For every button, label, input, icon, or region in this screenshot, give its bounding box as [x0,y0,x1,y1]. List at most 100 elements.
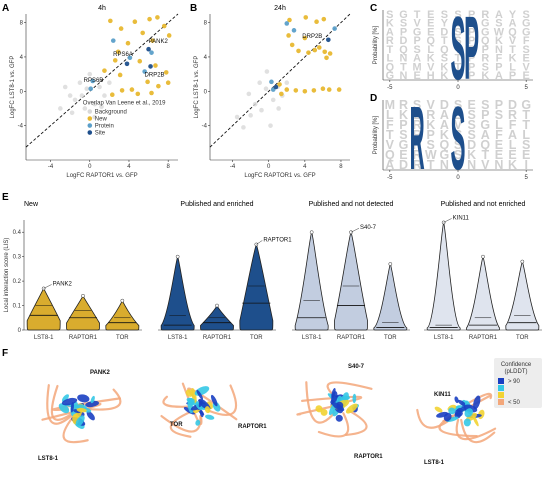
violin-group-title: Published and not enriched [441,201,526,208]
logo-background-letter: K [427,53,435,65]
violin-group-title: Published and enriched [180,201,253,208]
logo-background-letter: E [523,70,530,82]
structure-helix [76,407,87,413]
data-point-background [102,93,107,98]
logo-background-letter: P [399,118,407,132]
violin-max-point [481,254,485,259]
structure-helix [73,404,80,409]
structure-helix [454,396,459,404]
logo-background-letter: A [509,18,517,30]
logo-background-letter: F [523,35,530,47]
confidence-swatch [498,399,504,405]
data-point-new [326,87,332,92]
logo-background-letter: D [440,26,448,38]
structure-helix [456,407,465,413]
logo-background-letter: S [454,138,462,152]
data-point-background [72,97,78,103]
logo-background-letter: E [495,148,503,162]
confidence-swatch [498,385,504,391]
violin-max-point [520,259,525,264]
logo-background-letter: S [467,128,475,142]
structure-loop [160,414,202,433]
violin-category-label: LST8-1 [168,335,188,341]
structure-loop [62,415,89,444]
logo-background-letter: E [399,148,407,162]
data-point-new [306,50,311,55]
logo-highlight-letter: R [410,88,425,188]
violin-category-label: TOR [384,335,397,341]
logo-background-letter: Q [439,138,449,152]
logo-background-letter: Y [509,9,517,21]
logo-background-letter: K [481,70,489,82]
data-point-background [77,80,83,86]
data-point-protein [90,78,95,84]
structure-loop [460,418,496,444]
violin-body [505,260,540,331]
logo-background-letter: L [522,128,530,142]
violin-y-tick-label: 0.3 [13,255,22,261]
data-point-new [155,15,160,20]
confidence-legend-title: Confidence [501,362,532,368]
logo-background-letter: T [522,108,530,122]
structure-helix [75,415,85,427]
data-point-protein [127,55,133,61]
data-point-site [326,37,331,43]
scatter-panel-b: 24h -4 0 4 8 -4 0 4 8 LogFC RAPTOR1 vs. GFP LogFC … [194,5,351,179]
data-point-new [293,88,299,93]
y-tick-label: 0 [20,89,24,95]
legend-swatch [87,116,93,121]
data-point-new [119,88,125,93]
logo-tick-label: -5 [387,85,393,91]
logo-background-letter: F [386,118,394,132]
logo-background-letter: D [399,158,408,172]
structure-helix [345,403,358,414]
logo-background-letter: T [427,158,435,172]
logo-background-letter: P [468,18,475,30]
structure-kin11-icon [416,392,497,444]
data-point-protein [291,28,297,33]
logo-background-letter: A [440,118,449,132]
data-point-new [163,70,169,75]
logo-background-letter: P [468,70,475,82]
logo-background-letter: N [440,158,449,172]
logo-background-letter: K [440,61,448,73]
violin-category-label: LST8-1 [302,335,322,341]
structure-loop [86,388,122,411]
logo-background-letter: R [413,148,422,162]
diagonal-line [25,13,179,148]
violin-callout-label: RAPTOR1 [263,237,292,243]
logo-background-letter: P [495,61,502,73]
logo-background-letter: A [385,158,394,172]
violin-body [334,231,368,331]
data-point-background [92,114,97,120]
logo-background-letter: Q [440,44,449,56]
logo-background-letter: S [522,138,530,152]
logo-background-letter: Q [386,61,395,73]
logo-background-letter: F [496,53,503,65]
structure-helix [195,402,202,411]
logo-background-letter: V [454,118,463,132]
violin-body [26,287,61,331]
logo-background-letter: G [439,148,449,162]
logo-background-letter: P [509,70,516,82]
logo-background-letter: P [468,44,475,56]
logo-background-letter: E [523,53,530,65]
confidence-legend-box [494,358,542,408]
structure-loop [345,408,368,437]
logo-background-letter: T [522,118,530,132]
violin-category-label: TOR [516,335,529,341]
logo-background-letter: R [481,9,489,21]
x-tick-label: 8 [339,164,343,170]
legend-entry: New [95,117,108,123]
logo-background-letter: S [441,9,448,21]
legend-swatch [87,123,93,128]
logo-background-letter: R [508,108,517,122]
data-point-new [314,19,319,25]
y-axis-label: LogFC LST8-1 vs. GFP [194,56,200,119]
data-point-new [102,68,107,73]
data-point-new [161,23,167,29]
data-point-background [69,110,75,116]
logo-background-letter: I [524,158,527,172]
logo-background-letter: P [468,61,475,73]
violin-body [426,221,461,331]
